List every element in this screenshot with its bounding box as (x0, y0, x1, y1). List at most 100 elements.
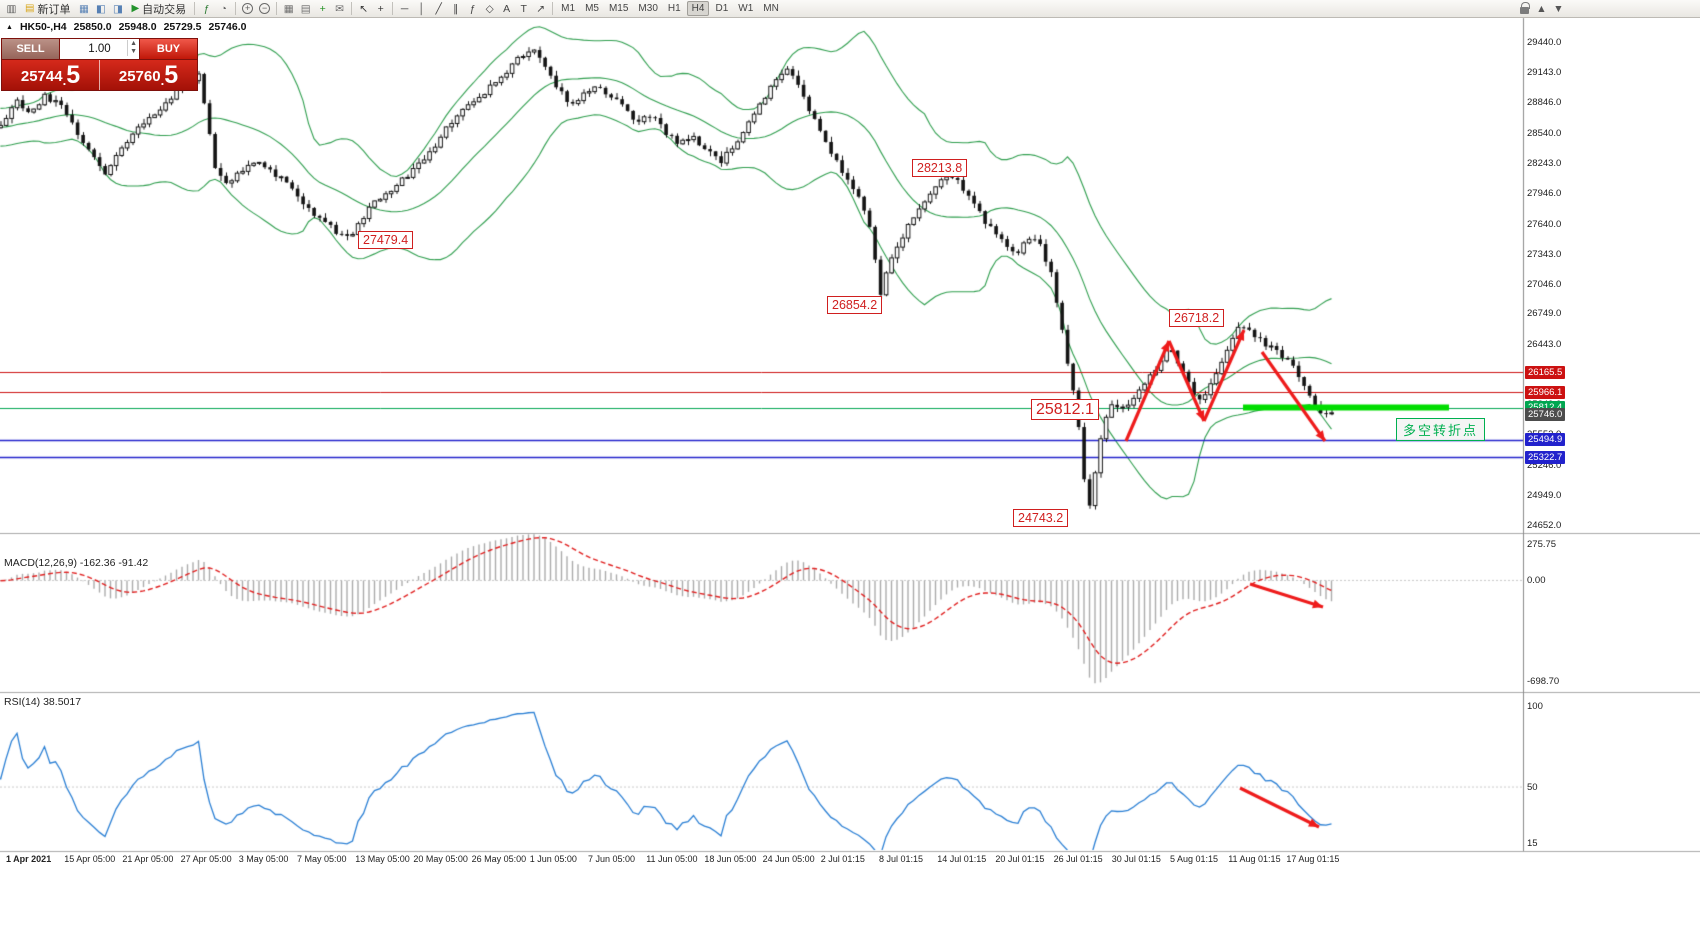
cursor-icon[interactable]: ↖ (359, 2, 369, 15)
sell-price-head: 25744 (20, 68, 63, 85)
price-scale-marker: 25966.1 (1525, 385, 1566, 399)
crosshair-icon[interactable]: + (377, 2, 384, 15)
timeframe-h4[interactable]: H4 (686, 1, 710, 16)
time-axis-label: 18 Jun 05:00 (704, 854, 757, 864)
macd-scale-label: 275.75 (1527, 539, 1557, 550)
timeframe-m5[interactable]: M5 (585, 3, 599, 14)
rsi-scale-label: 50 (1527, 782, 1538, 794)
mail-icon[interactable]: ✉ (335, 2, 345, 15)
timeframe-h1[interactable]: H1 (667, 3, 681, 14)
buy-price-big-digit: 5 (164, 61, 179, 89)
arrow-tool-icon[interactable]: ↗ (536, 2, 546, 15)
timeframe-m30[interactable]: M30 (638, 3, 658, 14)
time-axis-label: 5 Aug 01:15 (1170, 854, 1219, 864)
volume-input[interactable]: 1.00 ▲ ▼ (59, 39, 140, 59)
sell-price-big-digit: 5 (66, 61, 81, 89)
toolbar-separator (235, 2, 237, 15)
volume-stepper[interactable]: ▲ ▼ (127, 40, 137, 56)
timeframe-m1[interactable]: M1 (561, 3, 576, 14)
autotrading-button-label: 自动交易 (142, 3, 187, 16)
profiles-icon[interactable]: ▦ (78, 2, 89, 15)
zoom-in-icon[interactable]: + (239, 1, 256, 17)
label-tool-icon[interactable]: T (520, 2, 527, 15)
lock-icon-glyph (1519, 2, 1530, 14)
navigator-icon[interactable]: ◨ (112, 2, 123, 15)
text-tool-icon[interactable]: A (503, 2, 511, 15)
timeframe-m15[interactable]: M15 (608, 3, 629, 14)
time-axis-label: 1 Apr 2021 (6, 854, 52, 864)
tile-windows-icon[interactable]: ▦ (283, 2, 294, 15)
market-watch-icon[interactable]: ◧ (95, 2, 106, 15)
channel-tool-icon[interactable]: ∥ (453, 2, 459, 15)
autotrading-icon: ▶ (131, 3, 140, 14)
cascade-windows-icon[interactable]: ▤ (300, 2, 311, 15)
timeframe-d1[interactable]: D1 (715, 3, 729, 14)
buy-price-head: 25760 (118, 68, 161, 85)
price-scale-label: 27946.0 (1527, 187, 1562, 199)
vline-tool-icon[interactable]: │ (418, 2, 425, 15)
price-scale-label: 24652.0 (1527, 520, 1562, 531)
price-scale-label: 27640.0 (1527, 218, 1562, 230)
macd-indicator-label: MACD(12,26,9) -162.36 -91.42 (4, 557, 149, 569)
shapes-tool-icon[interactable]: ◇ (485, 2, 494, 15)
time-axis-label: 2 Jul 01:15 (820, 854, 865, 864)
price-scale-marker: 25494.9 (1525, 433, 1566, 447)
indicators-icon[interactable]: ƒ (203, 2, 210, 15)
toolbar: ▥ ▤ 新订单 ▦ ◧ ◨ ▶ 自动交易 ƒ ◔ + − ▦ ▤ + ✉ ↖ + ─ │ ╱ ∥ ƒ ◇ A T ↗ M1 M5 M15 M… (0, 0, 1700, 18)
time-axis-label: 17 Aug 01:15 (1286, 854, 1340, 864)
price-scale-label: 28846.0 (1527, 96, 1562, 108)
timeframe-w1[interactable]: W1 (738, 3, 754, 14)
toolbar-separator (392, 2, 394, 15)
buy-button[interactable]: BUY (140, 39, 197, 59)
toolbar-left-group: ▥ ▤ 新订单 ▦ ◧ ◨ ▶ 自动交易 ƒ ◔ + − ▦ ▤ + ✉ ↖ + ─ │ ╱ ∥ ƒ ◇ A T ↗ M1 M5 M15 M… (3, 0, 784, 17)
trendline-tool-icon[interactable]: ╱ (435, 2, 442, 15)
toolbar-separator (194, 2, 196, 15)
price-scale-label: 24949.0 (1527, 490, 1562, 502)
toolbar-separator (276, 2, 278, 15)
one-click-trading-panel: SELL 1.00 ▲ ▼ BUY 25744. 5 25760. 5 (1, 38, 198, 91)
time-axis-label: 11 Aug 01:15 (1228, 854, 1281, 864)
new-window-icon[interactable]: + (319, 2, 326, 15)
time-axis-label: 26 May 05:00 (471, 854, 527, 864)
volume-step-up-icon[interactable]: ▲ (130, 40, 137, 47)
time-axis-label: 13 May 05:00 (355, 854, 410, 864)
rsi-scale-label: 100 (1527, 701, 1543, 712)
scroll-down-icon[interactable]: ▼ (1553, 2, 1564, 15)
time-axis-label: 30 Jul 01:15 (1111, 854, 1161, 864)
new-chart-icon[interactable]: ▥ (6, 2, 17, 15)
time-axis-label: 8 Jul 01:15 (879, 854, 924, 864)
price-callout-label[interactable]: 27479.4 (358, 231, 414, 249)
price-scale-marker: 25322.7 (1525, 450, 1566, 464)
time-axis-label: 20 May 05:00 (413, 854, 468, 864)
open-value: 25850.0 (73, 21, 112, 33)
price-callout-label[interactable]: 26718.2 (1169, 309, 1225, 327)
scroll-up-icon[interactable]: ▲ (1536, 2, 1547, 15)
history-clock-icon[interactable]: ◔ (220, 2, 227, 15)
fibonacci-tool-icon[interactable]: ƒ (469, 2, 476, 15)
price-scale-marker: 26165.5 (1525, 365, 1566, 379)
sell-button[interactable]: SELL (2, 39, 59, 59)
time-axis-label: 20 Jul 01:15 (995, 854, 1045, 864)
sell-price[interactable]: 25744. 5 (2, 60, 99, 90)
new-order-button[interactable]: ▤ 新订单 (20, 1, 75, 17)
lock-icon[interactable] (1515, 1, 1533, 17)
close-value: 25746.0 (208, 21, 247, 33)
time-axis-label: 14 Jul 01:15 (937, 854, 987, 864)
price-divider (99, 60, 100, 90)
autotrading-button[interactable]: ▶ 自动交易 (126, 1, 191, 17)
timeframe-mn[interactable]: MN (763, 3, 779, 14)
time-axis-label: 27 Apr 05:00 (180, 854, 232, 864)
price-scale-label: 29440.0 (1527, 37, 1562, 48)
turning-point-annotation[interactable]: 多空转折点 (1396, 418, 1486, 441)
hline-tool-icon[interactable]: ─ (400, 2, 409, 15)
price-scale-marker: 25746.0 (1525, 408, 1566, 422)
zoom-out-icon[interactable]: − (256, 1, 273, 17)
volume-step-down-icon[interactable]: ▼ (130, 48, 137, 55)
price-callout-label[interactable]: 25812.1 (1031, 399, 1099, 420)
price-callout-label[interactable]: 24743.2 (1013, 509, 1069, 527)
price-callout-label[interactable]: 26854.2 (827, 296, 883, 314)
price-callout-label[interactable]: 28213.8 (912, 159, 968, 177)
buy-price[interactable]: 25760. 5 (100, 60, 197, 90)
rsi-indicator-label: RSI(14) 38.5017 (4, 696, 82, 708)
